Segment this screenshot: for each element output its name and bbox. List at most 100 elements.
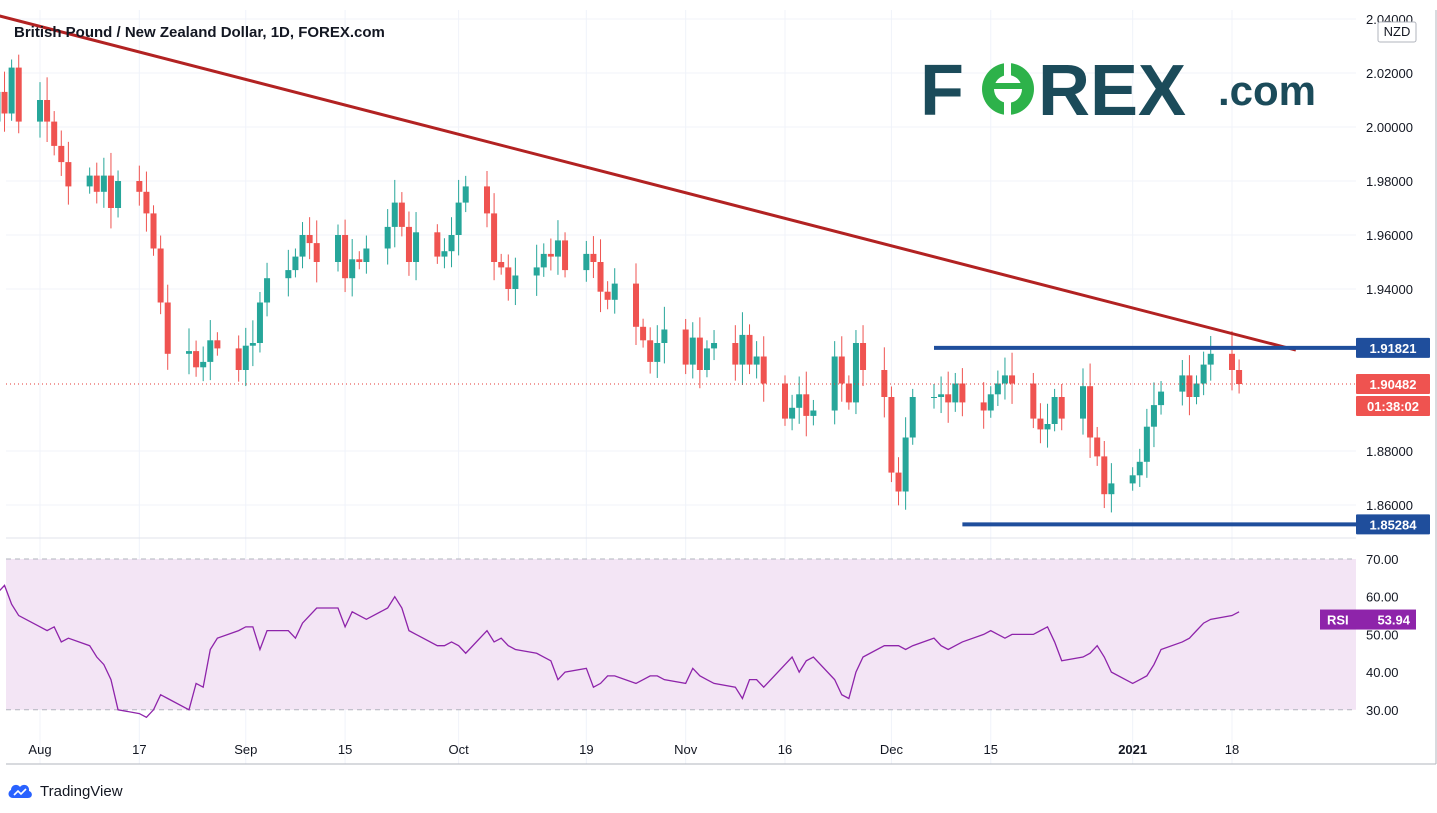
candle-body[interactable] — [136, 181, 143, 192]
candle-body[interactable] — [1101, 456, 1108, 495]
candle-body[interactable] — [533, 267, 540, 276]
candle-body[interactable] — [860, 343, 867, 370]
candle[interactable] — [831, 341, 838, 425]
candle[interactable] — [44, 77, 51, 143]
candle[interactable] — [462, 175, 469, 213]
candle[interactable] — [136, 165, 143, 206]
candle[interactable] — [633, 263, 639, 346]
candle-body[interactable] — [498, 262, 505, 268]
candle-body[interactable] — [554, 240, 561, 257]
candle-body[interactable] — [249, 343, 256, 346]
candle[interactable] — [1051, 388, 1058, 432]
candle[interactable] — [1087, 363, 1094, 458]
candle[interactable] — [852, 330, 859, 415]
candle[interactable] — [711, 330, 718, 361]
candle[interactable] — [640, 318, 647, 348]
candle-body[interactable] — [434, 232, 441, 257]
candle[interactable] — [299, 222, 306, 269]
candle-body[interactable] — [980, 402, 987, 411]
candle[interactable] — [256, 291, 263, 353]
candle-body[interactable] — [739, 334, 746, 365]
candle-body[interactable] — [1094, 437, 1101, 457]
candle-body[interactable] — [654, 343, 661, 362]
candle[interactable] — [803, 371, 810, 437]
candle[interactable] — [1058, 384, 1065, 431]
candle[interactable] — [285, 249, 292, 297]
candle-body[interactable] — [1200, 364, 1207, 384]
candle-body[interactable] — [1236, 370, 1243, 385]
candle[interactable] — [1193, 375, 1200, 405]
candle-body[interactable] — [1051, 397, 1058, 424]
candle[interactable] — [895, 457, 902, 506]
candle-body[interactable] — [1001, 375, 1008, 384]
candle-body[interactable] — [604, 291, 611, 300]
candle[interactable] — [1150, 382, 1157, 448]
candle[interactable] — [583, 240, 590, 282]
candle-body[interactable] — [703, 348, 710, 370]
time-axis[interactable]: Aug 17 Sep 15 Oct 19 Nov 16 Dec 15 2021 18 — [28, 742, 1239, 757]
candle-body[interactable] — [448, 235, 455, 252]
candle[interactable] — [533, 244, 540, 296]
candle-body[interactable] — [938, 394, 945, 397]
candle[interactable] — [1236, 359, 1243, 394]
candle[interactable] — [405, 211, 412, 276]
candle-body[interactable] — [845, 383, 852, 403]
candle[interactable] — [952, 372, 959, 412]
candle-body[interactable] — [8, 67, 15, 114]
candle[interactable] — [611, 268, 618, 314]
candle-body[interactable] — [987, 394, 994, 411]
candle-body[interactable] — [107, 175, 114, 208]
candle[interactable] — [1044, 403, 1051, 448]
candle-body[interactable] — [782, 383, 788, 419]
candle-body[interactable] — [93, 175, 100, 192]
candle-body[interactable] — [1080, 386, 1086, 419]
candle[interactable] — [860, 325, 867, 387]
candle-body[interactable] — [51, 121, 58, 146]
candle[interactable] — [547, 238, 554, 271]
candle-body[interactable] — [1158, 391, 1165, 406]
candle[interactable] — [703, 340, 710, 378]
candle[interactable] — [1186, 355, 1193, 416]
candle[interactable] — [661, 306, 668, 364]
candle[interactable] — [335, 224, 341, 272]
candle[interactable] — [647, 327, 654, 374]
candle[interactable] — [1037, 403, 1044, 444]
candle[interactable] — [597, 239, 604, 313]
candle[interactable] — [107, 152, 114, 229]
candle[interactable] — [512, 257, 519, 306]
candle-body[interactable] — [597, 262, 604, 292]
candle-body[interactable] — [1087, 386, 1094, 438]
candle[interactable] — [186, 328, 192, 375]
candle[interactable] — [810, 399, 817, 426]
candle-body[interactable] — [888, 397, 895, 473]
candle[interactable] — [782, 375, 788, 426]
candle[interactable] — [1229, 331, 1235, 391]
candle-body[interactable] — [44, 100, 51, 122]
candle-body[interactable] — [959, 383, 966, 403]
candle-body[interactable] — [803, 394, 810, 416]
candle[interactable] — [1101, 441, 1108, 509]
candle[interactable] — [37, 82, 43, 138]
candle-body[interactable] — [590, 253, 597, 262]
candle[interactable] — [1129, 467, 1136, 491]
candle[interactable] — [264, 262, 271, 317]
candle-body[interactable] — [413, 232, 420, 262]
candle-body[interactable] — [335, 235, 341, 262]
candle[interactable] — [1094, 426, 1101, 466]
candle[interactable] — [554, 220, 561, 275]
trendline[interactable] — [0, 14, 1297, 352]
candle[interactable] — [1200, 351, 1207, 396]
candle-body[interactable] — [852, 343, 859, 403]
candle-body[interactable] — [895, 472, 902, 492]
candle[interactable] — [760, 336, 767, 402]
candle[interactable] — [150, 205, 157, 256]
candle[interactable] — [115, 170, 122, 218]
candle-body[interactable] — [455, 202, 462, 235]
candle[interactable] — [604, 281, 611, 310]
candle-body[interactable] — [583, 253, 590, 271]
candle-body[interactable] — [264, 278, 271, 303]
candle-body[interactable] — [1150, 405, 1157, 427]
candle-body[interactable] — [1037, 418, 1044, 430]
candle[interactable] — [491, 193, 498, 281]
candle-body[interactable] — [611, 283, 618, 300]
